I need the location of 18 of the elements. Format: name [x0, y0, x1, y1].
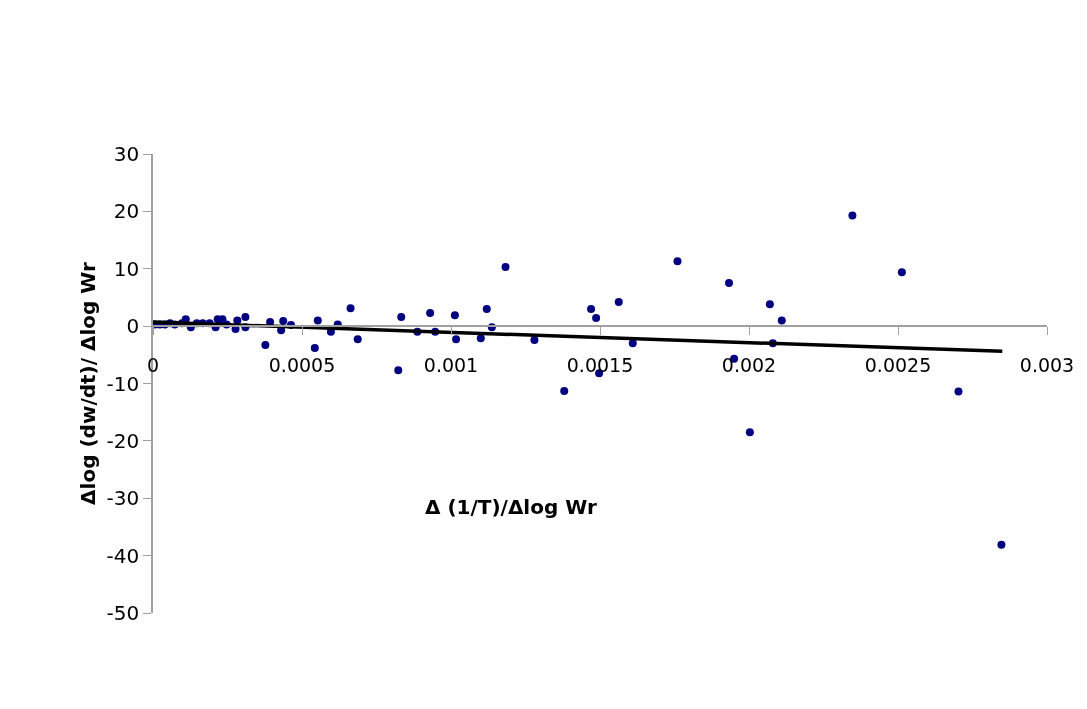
x-tick-label: 0.0005: [268, 353, 336, 376]
y-tick-label: -40: [106, 543, 140, 568]
y-axis-title: Δlog (dw/dt)/ Δlog Wr: [75, 261, 100, 505]
x-tick-label: 0.0015: [566, 353, 634, 376]
x-tick-label: 0.002: [721, 353, 777, 376]
y-tick-label: 10: [113, 256, 140, 281]
y-tick-label: 0: [126, 314, 140, 339]
y-tick-label: -20: [106, 428, 140, 453]
y-tick-label: 30: [113, 142, 140, 166]
x-tick-label: 0.003: [1019, 353, 1075, 376]
x-tick-label: 0.0025: [864, 353, 932, 376]
x-tick-label: 0.001: [423, 353, 479, 376]
y-tick-label: -10: [106, 371, 140, 396]
y-tick-label: -50: [106, 601, 140, 625]
y-tick-label: -30: [106, 486, 140, 511]
x-axis-title: Δ (1/T)/Δlog Wr: [425, 495, 597, 519]
y-tick-label: 20: [113, 199, 140, 224]
x-tick-label: 0: [146, 353, 160, 376]
